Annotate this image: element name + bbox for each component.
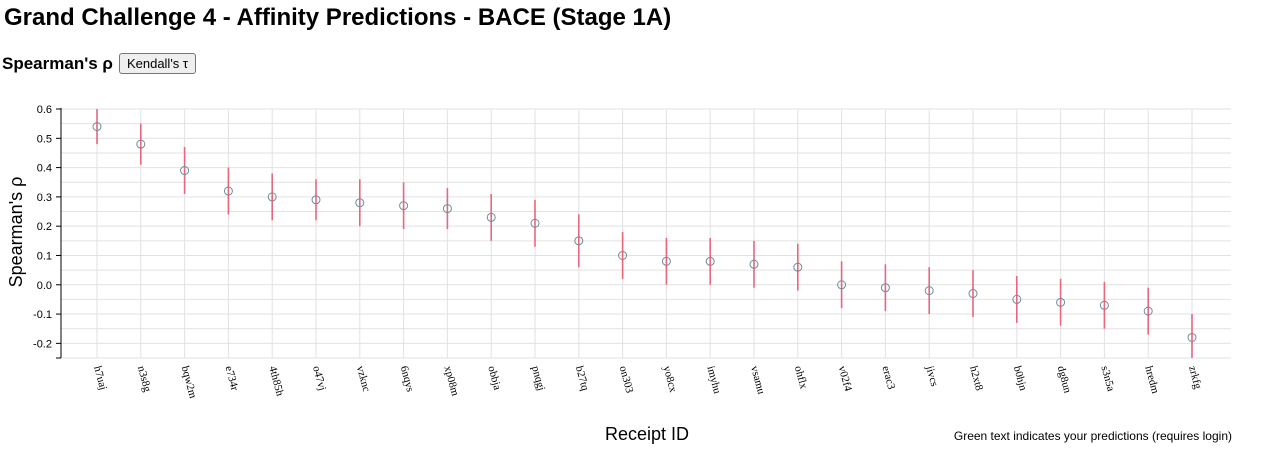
x-tick-label: vsamu [748, 365, 767, 396]
x-tick-label: o47vj [310, 365, 328, 392]
data-point[interactable] [574, 236, 584, 246]
data-point[interactable] [924, 286, 934, 296]
grid-lines [61, 108, 1231, 359]
data-point[interactable] [661, 256, 671, 266]
data-point[interactable] [267, 192, 277, 202]
x-tick-label: yo8cx [661, 365, 680, 395]
x-axis-title: Receipt ID [605, 424, 689, 444]
data-point[interactable] [180, 166, 190, 176]
x-tick-label: xp08m [442, 365, 462, 398]
data-point[interactable] [1099, 300, 1109, 310]
x-tick-label: on303 [617, 365, 636, 395]
data-point[interactable] [486, 212, 496, 222]
data-point[interactable] [793, 262, 803, 272]
x-tick-label: h2xt8 [967, 365, 985, 393]
page-title: Grand Challenge 4 - Affinity Predictions… [4, 4, 672, 31]
x-tick-label: vzknc [354, 365, 372, 394]
x-tick-label: v02f4 [836, 365, 854, 393]
x-tick-label: zrkfg [1186, 365, 1204, 391]
data-point[interactable] [837, 280, 847, 290]
data-point[interactable] [399, 201, 409, 211]
x-tick-label: n3s8g [135, 365, 154, 394]
current-metric-label: Spearman's ρ [2, 53, 113, 73]
x-tick-label: b27tq [573, 365, 591, 393]
data-point[interactable] [530, 218, 540, 228]
x-tick-label: b0hjn [1011, 365, 1029, 393]
x-tick-label: dg8un [1055, 365, 1074, 395]
y-tick-label: -0.1 [33, 309, 52, 321]
data-point[interactable] [705, 256, 715, 266]
data-point[interactable] [1187, 332, 1197, 342]
data-point[interactable] [223, 186, 233, 196]
axes: -0.2 -0.1 0.0 0.1 0.2 0.3 0.4 0.5 0.6 h7uaj n3s8g b… [33, 104, 1204, 400]
y-tick-label: 0.4 [37, 163, 52, 175]
x-tick-label: erac3 [880, 365, 898, 392]
y-tick-label: 0.5 [37, 133, 52, 145]
kendall-tau-button[interactable]: Kendall's τ [118, 53, 197, 74]
data-point[interactable] [1056, 297, 1066, 307]
data-point[interactable] [442, 204, 452, 214]
data-point[interactable] [1012, 294, 1022, 304]
data-point[interactable] [618, 250, 628, 260]
data-point[interactable] [355, 198, 365, 208]
x-tick-label: ohflx [792, 365, 810, 391]
x-tick-label: obbja [485, 365, 503, 392]
data-point[interactable] [311, 195, 321, 205]
data-point[interactable] [968, 289, 978, 299]
x-tick-label: h7uaj [91, 365, 109, 392]
data-point[interactable] [880, 283, 890, 293]
y-tick-label: 0.2 [37, 221, 52, 233]
y-tick-label: 0.0 [37, 280, 52, 292]
metric-selector: Spearman's ρ Kendall's τ [2, 53, 197, 74]
y-tick-label: 0.1 [37, 250, 52, 262]
x-tick-label: hredm [1142, 365, 1161, 396]
footnote: Green text indicates your predictions (r… [953, 429, 1232, 443]
x-tick-label: jivcs [923, 364, 940, 388]
data-point[interactable] [1143, 306, 1153, 316]
data-point[interactable] [92, 122, 102, 132]
x-tick-label: imyhu [704, 365, 723, 396]
x-tick-label: 6nqys [398, 365, 416, 393]
x-tick-label: e734r [223, 365, 241, 393]
y-tick-label: -0.2 [33, 338, 52, 350]
y-axis-title: Spearman's ρ [6, 177, 26, 288]
y-tick-label: 0.3 [37, 192, 52, 204]
x-tick-label: s3n5a [1099, 365, 1117, 393]
data-marks [92, 109, 1197, 358]
x-tick-label: 4th85h [266, 365, 286, 398]
data-point[interactable] [136, 139, 146, 149]
x-tick-label: bqw2m [179, 365, 199, 400]
x-tick-label: pnqgj [529, 365, 547, 392]
y-tick-label: 0.6 [37, 104, 52, 116]
data-point[interactable] [749, 259, 759, 269]
